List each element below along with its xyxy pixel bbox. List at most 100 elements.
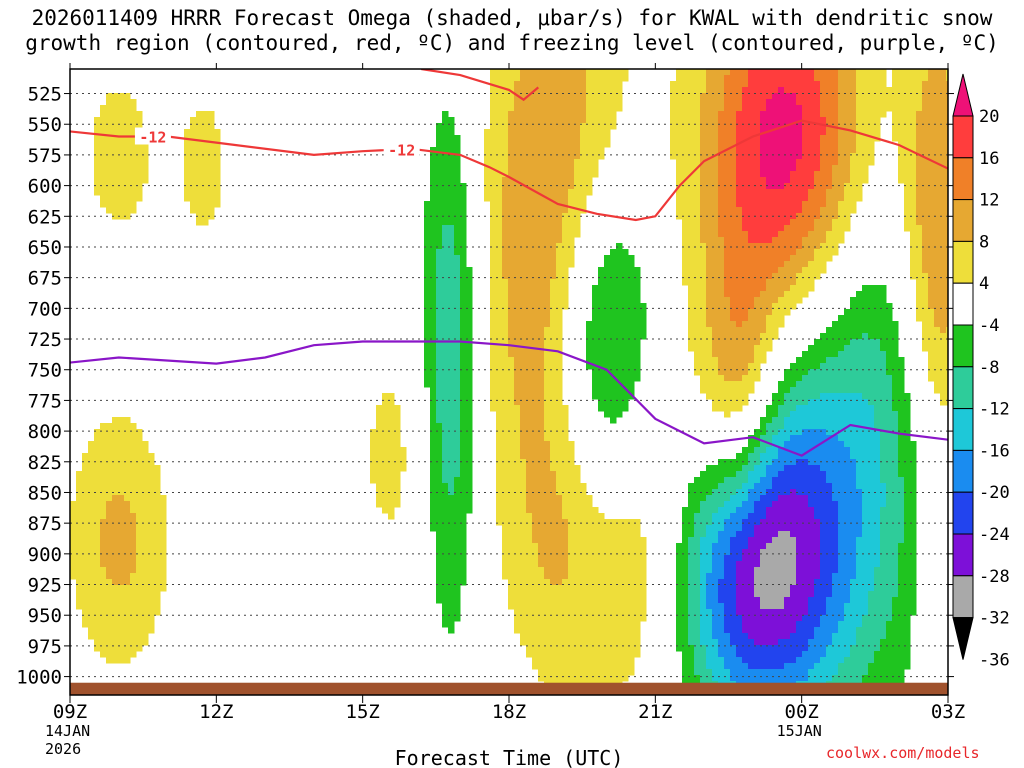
omega-cell <box>454 543 461 550</box>
omega-cell <box>724 501 731 508</box>
omega-cell <box>724 183 731 190</box>
omega-cell <box>502 273 509 280</box>
omega-cell <box>532 555 539 562</box>
omega-cell <box>88 519 95 526</box>
omega-cell <box>742 231 749 238</box>
omega-cell <box>736 81 743 88</box>
omega-cell <box>718 315 725 322</box>
omega-cell <box>772 669 779 676</box>
omega-cell <box>748 513 755 520</box>
omega-cell <box>598 117 605 124</box>
omega-cell <box>436 423 443 430</box>
omega-cell <box>436 429 443 436</box>
omega-cell <box>424 213 431 220</box>
omega-cell <box>748 465 755 472</box>
omega-cell <box>682 225 689 232</box>
omega-cell <box>202 219 209 226</box>
omega-cell <box>694 81 701 88</box>
omega-cell <box>490 147 497 154</box>
omega-cell <box>544 651 551 658</box>
omega-cell <box>706 525 713 532</box>
omega-cell <box>448 243 455 250</box>
omega-cell <box>568 447 575 454</box>
omega-cell <box>148 579 155 586</box>
omega-cell <box>514 243 521 250</box>
omega-cell <box>508 123 515 130</box>
omega-cell <box>382 423 389 430</box>
omega-cell <box>550 183 557 190</box>
omega-cell <box>520 345 527 352</box>
omega-cell <box>712 465 719 472</box>
omega-cell <box>508 393 515 400</box>
omega-cell <box>556 555 563 562</box>
omega-cell <box>538 435 545 442</box>
omega-cell <box>694 663 701 670</box>
omega-cell <box>706 465 713 472</box>
omega-cell <box>508 267 515 274</box>
omega-cell <box>592 111 599 118</box>
omega-cell <box>160 537 167 544</box>
omega-cell <box>538 339 545 346</box>
omega-cell <box>616 255 623 262</box>
omega-cell <box>514 291 521 298</box>
omega-cell <box>550 357 557 364</box>
omega-cell <box>700 219 707 226</box>
omega-cell <box>526 201 533 208</box>
omega-cell <box>562 153 569 160</box>
omega-cell <box>130 519 137 526</box>
omega-cell <box>448 153 455 160</box>
omega-cell <box>700 75 707 82</box>
omega-cell <box>454 321 461 328</box>
omega-cell <box>562 141 569 148</box>
omega-cell <box>556 315 563 322</box>
omega-cell <box>754 267 761 274</box>
omega-cell <box>118 459 125 466</box>
omega-cell <box>592 603 599 610</box>
omega-cell <box>598 585 605 592</box>
omega-cell <box>496 495 503 502</box>
omega-cell <box>130 537 137 544</box>
omega-cell <box>748 255 755 262</box>
omega-cell <box>610 285 617 292</box>
omega-cell <box>754 249 761 256</box>
omega-cell <box>694 147 701 154</box>
omega-cell <box>754 315 761 322</box>
omega-cell <box>604 405 611 412</box>
omega-cell <box>454 393 461 400</box>
omega-cell <box>502 327 509 334</box>
omega-cell <box>610 81 617 88</box>
omega-cell <box>436 555 443 562</box>
omega-cell <box>424 369 431 376</box>
omega-cell <box>748 549 755 556</box>
omega-cell <box>634 621 641 628</box>
omega-cell <box>772 549 779 556</box>
omega-cell <box>118 429 125 436</box>
omega-cell <box>562 507 569 514</box>
omega-cell <box>736 519 743 526</box>
omega-cell <box>622 249 629 256</box>
omega-cell <box>706 189 713 196</box>
omega-cell <box>76 483 83 490</box>
omega-cell <box>622 531 629 538</box>
omega-cell <box>706 351 713 358</box>
omega-cell <box>160 495 167 502</box>
omega-cell <box>706 285 713 292</box>
omega-cell <box>586 345 593 352</box>
omega-cell <box>616 381 623 388</box>
omega-cell <box>436 549 443 556</box>
omega-cell <box>514 339 521 346</box>
omega-cell <box>580 609 587 616</box>
omega-cell <box>490 273 497 280</box>
omega-cell <box>136 501 143 508</box>
omega-cell <box>718 471 725 478</box>
omega-cell <box>754 429 761 436</box>
omega-cell <box>466 267 473 274</box>
omega-cell <box>460 219 467 226</box>
omega-cell <box>520 591 527 598</box>
omega-cell <box>136 633 143 640</box>
omega-cell <box>454 567 461 574</box>
omega-cell <box>460 555 467 562</box>
omega-cell <box>634 309 641 316</box>
omega-cell <box>568 159 575 166</box>
omega-cell <box>580 147 587 154</box>
